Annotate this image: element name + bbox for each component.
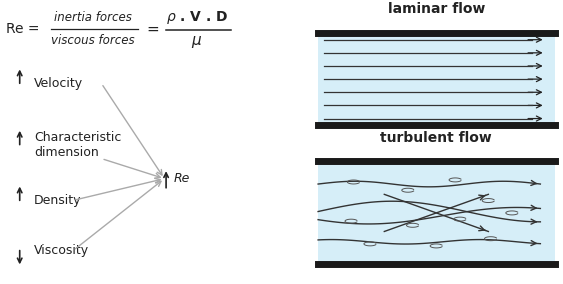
- FancyBboxPatch shape: [318, 161, 555, 264]
- Text: Density: Density: [34, 194, 81, 207]
- Text: $\mu$: $\mu$: [191, 34, 203, 50]
- Text: Re: Re: [173, 172, 190, 185]
- Text: inertia forces: inertia forces: [54, 11, 132, 24]
- Text: Velocity: Velocity: [34, 77, 83, 90]
- Text: laminar flow: laminar flow: [388, 2, 485, 16]
- Text: viscous forces: viscous forces: [51, 34, 135, 47]
- Text: Re =: Re =: [6, 22, 43, 36]
- Text: Viscosity: Viscosity: [34, 244, 89, 257]
- Text: $\rho$ . V . D: $\rho$ . V . D: [166, 9, 228, 26]
- FancyBboxPatch shape: [318, 33, 555, 125]
- Text: turbulent flow: turbulent flow: [381, 131, 492, 145]
- Text: =: =: [146, 22, 159, 37]
- Text: Characteristic
dimension: Characteristic dimension: [34, 131, 121, 159]
